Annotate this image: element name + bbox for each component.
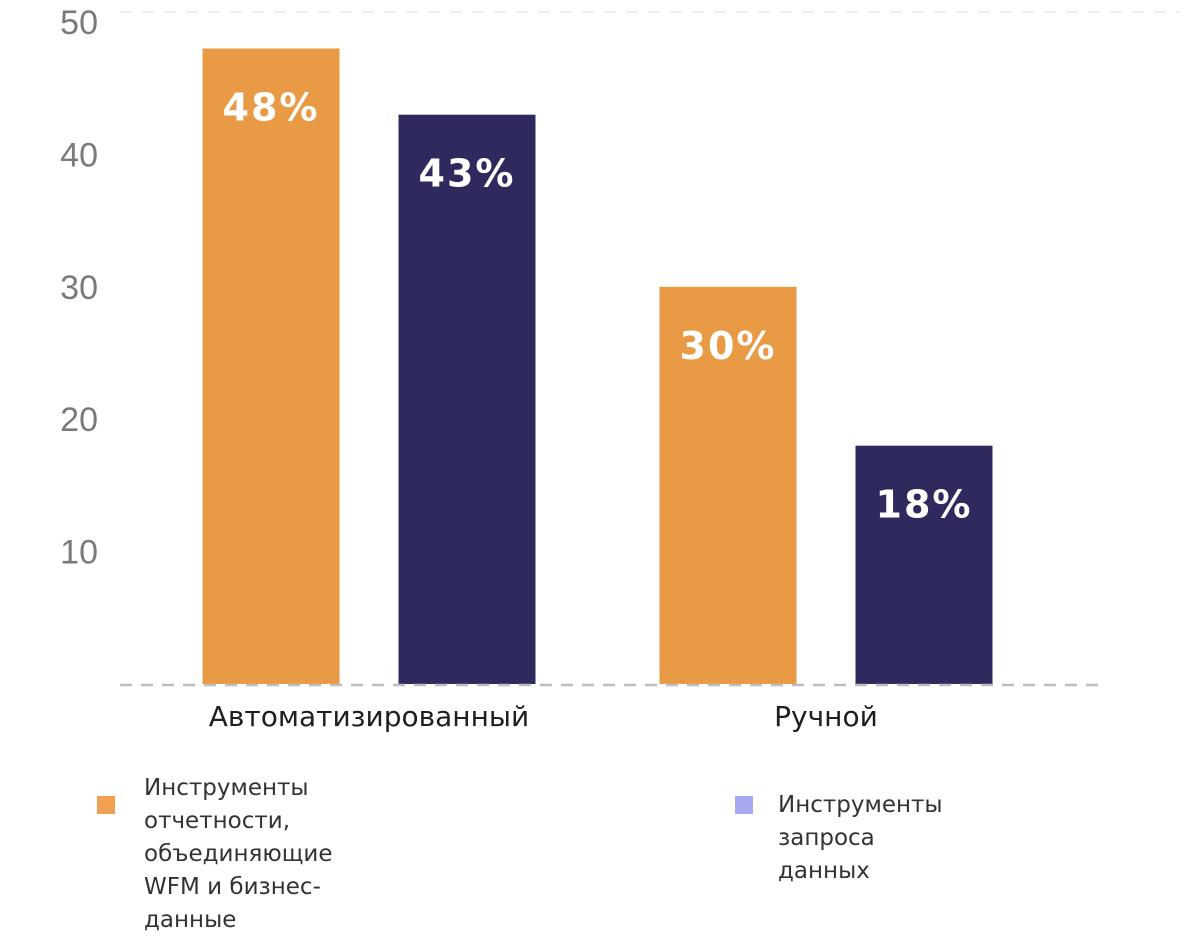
legend-label-reporting-tools: Инструменты отчетности, объединяющие WFM… bbox=[144, 775, 333, 933]
data-label: 48% bbox=[223, 85, 320, 129]
x-category-label: Автоматизированный bbox=[209, 700, 529, 733]
y-tick-label: 10 bbox=[60, 534, 98, 572]
legend-swatch-query-tools bbox=[735, 796, 753, 814]
bar-reporting-1 bbox=[659, 286, 797, 684]
bar-query-0 bbox=[398, 114, 536, 685]
y-tick-label: 50 bbox=[60, 4, 98, 42]
y-tick-label: 20 bbox=[60, 401, 98, 439]
legend-swatch-reporting-tools bbox=[97, 796, 115, 814]
data-label: 43% bbox=[419, 152, 516, 196]
bar-query-1 bbox=[855, 445, 993, 684]
y-tick-label: 40 bbox=[60, 136, 98, 174]
x-category-label: Ручной bbox=[774, 700, 878, 733]
y-tick-label: 30 bbox=[60, 269, 98, 307]
data-label: 30% bbox=[680, 324, 777, 368]
bar-reporting-0 bbox=[202, 48, 340, 685]
legend-label-query-tools: Инструменты запроса данных bbox=[778, 792, 943, 884]
bar-chart: 10 20 30 40 50 48% 43% Автоматизированный 30% 18%… bbox=[60, 4, 1180, 733]
data-label: 18% bbox=[876, 483, 973, 527]
